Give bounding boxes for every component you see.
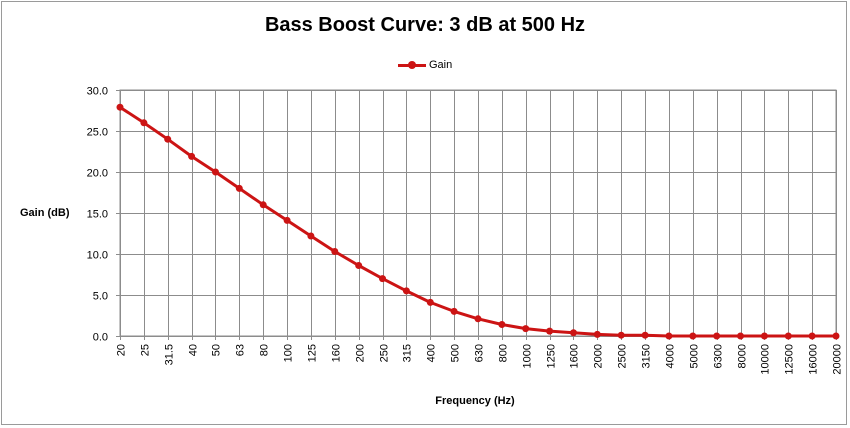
- x-tick-label: 12500: [784, 344, 796, 375]
- data-point: [665, 332, 673, 340]
- data-point: [188, 152, 196, 160]
- x-tick-label: 63: [235, 344, 247, 356]
- x-tick-label: 500: [450, 344, 462, 362]
- data-point: [832, 332, 840, 340]
- x-tick-label: 800: [498, 344, 510, 362]
- data-point: [259, 201, 267, 209]
- data-point: [474, 315, 482, 323]
- data-point: [426, 298, 434, 306]
- y-tick-label: 30.0: [87, 86, 108, 98]
- y-tick-label: 10.0: [87, 250, 108, 262]
- x-tick-label: 1000: [522, 344, 534, 368]
- x-tick-label: 40: [188, 344, 200, 356]
- data-point: [522, 325, 530, 333]
- data-point: [760, 332, 768, 340]
- y-tick-label: 20.0: [87, 168, 108, 180]
- x-tick-label: 6300: [713, 344, 725, 368]
- x-tick-label: 1250: [546, 344, 558, 368]
- x-tick-label: 160: [331, 344, 343, 362]
- x-tick-label: 315: [402, 344, 414, 362]
- x-tick-label: 100: [283, 344, 295, 362]
- data-point: [164, 135, 172, 143]
- x-tick-label: 16000: [808, 344, 820, 375]
- data-point: [546, 327, 554, 335]
- x-tick-label: 50: [211, 344, 223, 356]
- legend-label: Gain: [429, 59, 453, 71]
- x-tick-label: 20000: [832, 344, 844, 375]
- x-tick-label: 8000: [737, 344, 749, 368]
- x-tick-label: 2500: [617, 344, 629, 368]
- x-tick-label: 4000: [665, 344, 677, 368]
- data-point: [737, 332, 744, 340]
- data-point: [570, 329, 577, 337]
- data-point: [641, 331, 649, 339]
- x-tick-label: 400: [426, 344, 438, 362]
- data-point: [784, 332, 792, 340]
- data-point: [140, 119, 148, 127]
- data-point: [713, 332, 721, 340]
- data-point: [379, 275, 386, 283]
- y-tick-label: 5.0: [93, 291, 108, 303]
- data-point: [355, 262, 363, 269]
- y-tick-label: 25.0: [87, 127, 108, 139]
- x-tick-label: 200: [355, 344, 367, 362]
- data-point: [617, 331, 625, 339]
- data-point: [116, 103, 124, 111]
- x-tick-label: 5000: [689, 344, 701, 368]
- data-point: [307, 232, 315, 240]
- x-tick-label: 10000: [760, 344, 772, 375]
- x-tick-label: 3150: [641, 344, 653, 368]
- data-point: [450, 307, 458, 315]
- data-point: [402, 287, 410, 295]
- data-point: [283, 216, 291, 224]
- chart-title: Bass Boost Curve: 3 dB at 500 Hz: [264, 14, 586, 36]
- x-tick-label: 31.5: [164, 344, 176, 365]
- data-point: [593, 330, 601, 338]
- y-tick-label: 0.0: [93, 332, 108, 344]
- data-point: [212, 168, 219, 176]
- data-point: [235, 184, 243, 192]
- data-point: [331, 248, 339, 255]
- legend-swatch: [398, 58, 426, 72]
- x-tick-label: 125: [307, 344, 319, 362]
- data-point: [808, 332, 816, 340]
- x-tick-label: 2000: [593, 344, 605, 368]
- data-point: [689, 332, 697, 340]
- x-axis-label: Frequency (Hz): [435, 395, 515, 407]
- data-point: [498, 321, 506, 328]
- x-tick-label: 250: [379, 344, 391, 362]
- legend: Gain: [398, 58, 452, 72]
- y-axis-label: Gain (dB): [20, 207, 70, 219]
- x-tick-label: 20: [116, 344, 128, 356]
- x-tick-label: 630: [474, 344, 486, 362]
- x-tick-label: 25: [140, 344, 152, 356]
- x-tick-label: 1600: [569, 344, 581, 368]
- x-tick-label: 80: [259, 344, 271, 356]
- y-tick-label: 15.0: [87, 209, 108, 221]
